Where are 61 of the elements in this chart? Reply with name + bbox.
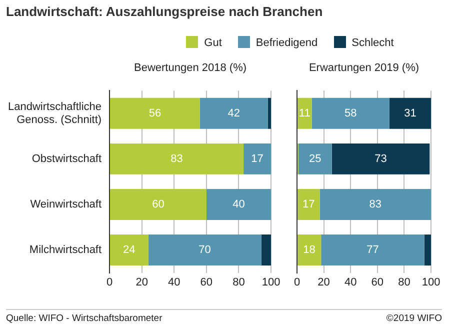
bar [298,234,322,266]
y-tick-label: Milchwirtschaft [29,244,102,256]
bar [110,143,244,174]
legend-label: Gut [203,36,222,49]
legend-label: Schlecht [350,36,394,49]
data-label: 70 [198,244,211,256]
x-tick-label: 80 [232,276,245,288]
bar [206,188,271,220]
data-label: 83 [170,152,183,165]
bar [268,98,271,129]
source-note: Quelle: WIFO - Wirtschaftsbarometer [6,313,162,324]
y-tick-label: Obstwirtschaft [32,152,102,165]
data-label: 24 [123,244,136,256]
x-tick-label: 100 [422,276,440,288]
data-label: 18 [303,244,316,256]
bar [200,98,268,129]
bar [110,98,200,129]
bar [110,234,148,266]
bar [424,234,431,266]
bar [332,143,430,174]
bar [320,188,431,220]
data-label: 42 [228,107,240,120]
data-label: 17 [251,152,264,165]
bar [148,234,262,266]
x-tick-label: 60 [200,276,213,288]
y-tick-label: Weinwirtschaft [30,198,102,211]
data-label: 17 [302,198,315,211]
x-tick-label: 40 [168,276,180,288]
data-label: 73 [374,152,387,165]
data-label: 56 [148,107,162,120]
chart-subtitle: Erwartungen 2019 (%) [308,62,420,74]
x-tick-label: 60 [371,276,384,288]
data-label: 11 [298,107,310,120]
data-label: 25 [308,152,322,165]
bar [244,143,271,174]
chart-subtitle: Bewertungen 2018 (%) [133,62,248,74]
bar [312,98,390,129]
bar [321,234,424,266]
text: ©2019 WIFO [386,313,442,324]
x-tick-label: 20 [136,276,148,288]
data-label: 83 [369,198,382,211]
data-label: 31 [404,107,416,120]
x-tick-label: 100 [262,276,280,288]
x-tick-label: 40 [344,276,357,288]
bar [261,234,271,266]
bar [389,98,431,129]
legend-label: Befriedigend [254,36,318,49]
y-tick-label: Landwirtschaftliche Genoss. (Schnitt) [8,100,102,126]
chart-title: Landwirtschaft: Auszahlungspreise nach Branchen [6,4,323,19]
x-tick-label: 0 [294,276,300,288]
bar [110,188,206,220]
data-label: 60 [152,198,164,211]
data-label: 58 [344,107,357,120]
x-tick-label: 0 [106,276,113,288]
bar [298,143,332,174]
bar [298,98,312,129]
x-tick-label: 80 [398,276,410,288]
bar [298,188,320,220]
data-label: 77 [366,244,379,256]
data-label: 40 [232,198,245,211]
x-tick-label: 20 [318,276,330,288]
